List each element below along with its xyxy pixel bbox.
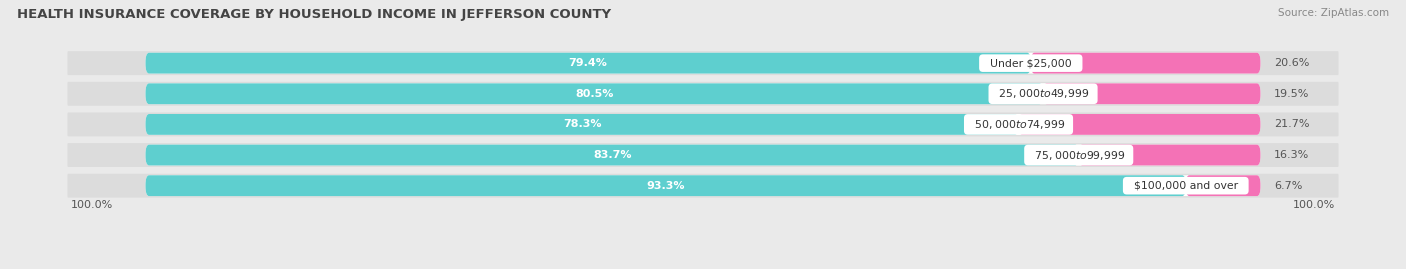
- Text: $50,000 to $74,999: $50,000 to $74,999: [967, 118, 1070, 131]
- FancyBboxPatch shape: [67, 174, 1339, 198]
- Text: 79.4%: 79.4%: [568, 58, 607, 68]
- Text: HEALTH INSURANCE COVERAGE BY HOUSEHOLD INCOME IN JEFFERSON COUNTY: HEALTH INSURANCE COVERAGE BY HOUSEHOLD I…: [17, 8, 612, 21]
- Text: 83.7%: 83.7%: [593, 150, 631, 160]
- Text: Source: ZipAtlas.com: Source: ZipAtlas.com: [1278, 8, 1389, 18]
- Text: 80.5%: 80.5%: [575, 89, 613, 99]
- Text: 100.0%: 100.0%: [70, 200, 112, 210]
- Text: $75,000 to $99,999: $75,000 to $99,999: [1028, 148, 1129, 162]
- Text: $100,000 and over: $100,000 and over: [1126, 181, 1244, 191]
- Text: 20.6%: 20.6%: [1274, 58, 1309, 68]
- FancyBboxPatch shape: [146, 114, 1260, 135]
- FancyBboxPatch shape: [146, 114, 1018, 135]
- FancyBboxPatch shape: [1043, 83, 1260, 104]
- FancyBboxPatch shape: [67, 51, 1339, 75]
- FancyBboxPatch shape: [67, 82, 1339, 106]
- FancyBboxPatch shape: [146, 175, 1260, 196]
- Text: $25,000 to $49,999: $25,000 to $49,999: [993, 87, 1094, 100]
- FancyBboxPatch shape: [1078, 145, 1260, 165]
- FancyBboxPatch shape: [146, 83, 1043, 104]
- Text: 6.7%: 6.7%: [1274, 181, 1302, 191]
- Text: 100.0%: 100.0%: [1294, 200, 1336, 210]
- FancyBboxPatch shape: [1031, 53, 1260, 73]
- FancyBboxPatch shape: [1185, 175, 1260, 196]
- Text: 21.7%: 21.7%: [1274, 119, 1309, 129]
- Text: 78.3%: 78.3%: [562, 119, 602, 129]
- FancyBboxPatch shape: [146, 175, 1185, 196]
- FancyBboxPatch shape: [146, 145, 1260, 165]
- Text: 93.3%: 93.3%: [647, 181, 685, 191]
- FancyBboxPatch shape: [1018, 114, 1260, 135]
- FancyBboxPatch shape: [67, 143, 1339, 167]
- Text: 19.5%: 19.5%: [1274, 89, 1309, 99]
- FancyBboxPatch shape: [67, 112, 1339, 136]
- FancyBboxPatch shape: [146, 53, 1031, 73]
- FancyBboxPatch shape: [146, 83, 1260, 104]
- FancyBboxPatch shape: [146, 145, 1078, 165]
- Text: 16.3%: 16.3%: [1274, 150, 1309, 160]
- Text: Under $25,000: Under $25,000: [983, 58, 1078, 68]
- FancyBboxPatch shape: [146, 53, 1260, 73]
